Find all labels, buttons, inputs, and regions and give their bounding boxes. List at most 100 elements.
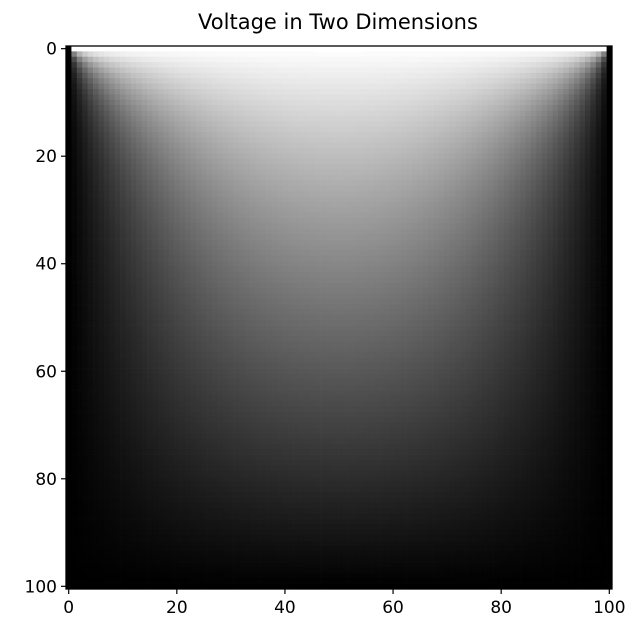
heatmap-cell (552, 121, 559, 127)
heatmap-cell (82, 309, 88, 316)
heatmap-cell (352, 223, 359, 230)
heatmap-cell (352, 153, 359, 160)
heatmap-cell (530, 99, 537, 106)
heatmap-cell (411, 67, 418, 74)
heatmap-cell (320, 180, 326, 187)
heatmap-cell (255, 94, 261, 101)
heatmap-cell (260, 223, 267, 230)
heatmap-cell (341, 78, 348, 84)
heatmap-cell (71, 142, 78, 149)
heatmap-cell (93, 51, 99, 58)
heatmap-cell (179, 78, 186, 84)
heatmap-cell (201, 201, 207, 208)
heatmap-cell (103, 196, 110, 203)
heatmap-cell (174, 158, 180, 165)
heatmap-cell (514, 105, 521, 111)
heatmap-cell (503, 212, 510, 219)
heatmap-cell (493, 169, 499, 176)
heatmap-cell (130, 304, 137, 310)
heatmap-cell (195, 239, 202, 246)
heatmap-cell (487, 158, 494, 165)
heatmap-cell (201, 99, 207, 106)
heatmap-cell (466, 94, 472, 101)
heatmap-cell (93, 239, 99, 246)
heatmap-cell (336, 46, 343, 52)
heatmap-cell (336, 250, 343, 257)
heatmap-cell (460, 105, 467, 111)
heatmap-cell (498, 234, 505, 240)
heatmap-cell (163, 67, 170, 74)
heatmap-cell (390, 293, 397, 300)
heatmap-cell (309, 207, 316, 214)
heatmap-cell (233, 218, 240, 224)
heatmap-cell (157, 121, 164, 127)
heatmap-cell (217, 67, 224, 74)
heatmap-cell (471, 148, 478, 154)
heatmap-cell (293, 255, 299, 262)
heatmap-cell (530, 175, 537, 181)
heatmap-cell (190, 83, 197, 90)
heatmap-cell (547, 250, 553, 257)
heatmap-cell (222, 196, 229, 203)
heatmap-cell (439, 105, 445, 111)
heatmap-cell (368, 261, 375, 267)
heatmap-cell (368, 115, 375, 122)
heatmap-cell (114, 105, 121, 111)
heatmap-cell (514, 51, 521, 58)
heatmap-cell (449, 153, 456, 160)
heatmap-cell (190, 298, 197, 305)
heatmap-cell (347, 105, 353, 111)
heatmap-cell (206, 266, 213, 273)
heatmap-cell (595, 153, 602, 160)
heatmap-cell (574, 223, 580, 230)
heatmap-cell (233, 304, 240, 310)
heatmap-cell (422, 271, 429, 278)
heatmap-cell (433, 277, 440, 283)
heatmap-cell (363, 51, 370, 58)
heatmap-cell (206, 271, 213, 278)
heatmap-cell (201, 207, 207, 214)
heatmap-cell (320, 185, 326, 192)
heatmap-cell (568, 282, 575, 289)
heatmap-cell (422, 304, 429, 310)
heatmap-cell (298, 180, 305, 187)
heatmap-cell (125, 212, 132, 219)
heatmap-cell (341, 277, 348, 283)
heatmap-cell (266, 282, 272, 289)
heatmap-cell (422, 218, 429, 224)
heatmap-cell (195, 110, 202, 117)
heatmap-cell (406, 293, 413, 300)
heatmap-cell (406, 94, 413, 101)
heatmap-cell (460, 164, 467, 171)
heatmap-cell (460, 83, 467, 90)
heatmap-cell (390, 148, 397, 154)
heatmap-cell (439, 304, 445, 310)
heatmap-cell (606, 228, 613, 235)
heatmap-cell (347, 78, 353, 84)
heatmap-cell (238, 175, 245, 181)
heatmap-cell (395, 185, 402, 192)
heatmap-cell (66, 309, 72, 316)
heatmap-cell (244, 277, 251, 283)
heatmap-cell (303, 105, 310, 111)
heatmap-cell (606, 132, 613, 138)
heatmap-cell (439, 62, 445, 68)
heatmap-cell (125, 56, 132, 63)
heatmap-cell (401, 244, 407, 251)
heatmap-cell (228, 277, 234, 283)
heatmap-cell (71, 56, 78, 63)
heatmap-cell (590, 250, 597, 257)
heatmap-cell (66, 185, 72, 192)
heatmap-cell (71, 121, 78, 127)
heatmap-cell (93, 148, 99, 154)
heatmap-cell (98, 287, 105, 294)
heatmap-cell (260, 287, 267, 294)
heatmap-cell (179, 148, 186, 154)
heatmap-cell (347, 298, 353, 305)
heatmap-cell (514, 115, 521, 122)
heatmap-cell (141, 201, 148, 208)
heatmap-cell (357, 298, 364, 305)
heatmap-cell (184, 72, 191, 79)
heatmap-cell (433, 56, 440, 63)
heatmap-cell (190, 94, 197, 101)
